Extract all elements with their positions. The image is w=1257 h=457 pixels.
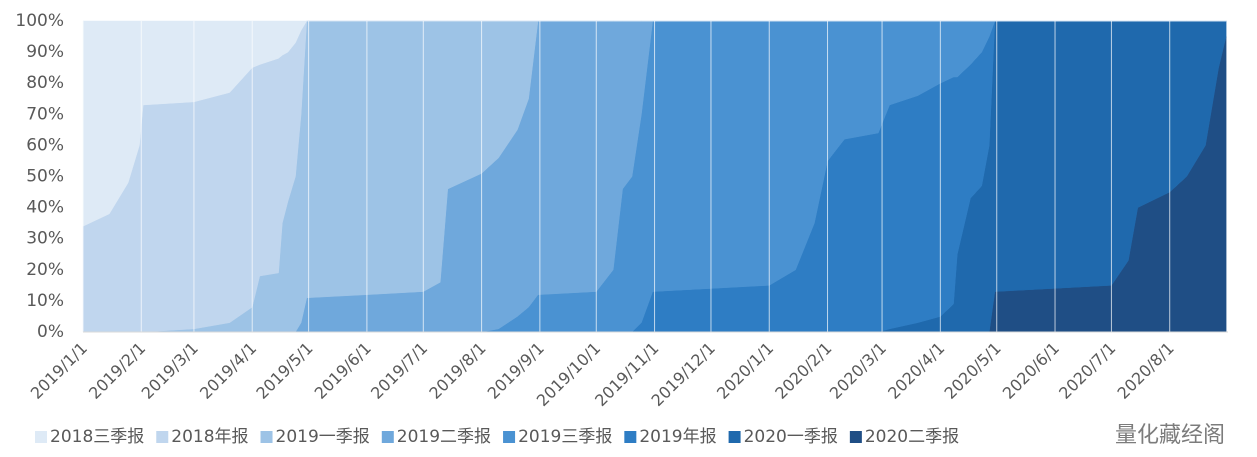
x-tick-label: 2020/2/1 xyxy=(771,339,835,403)
legend-label: 2019年报 xyxy=(639,427,716,447)
area xyxy=(82,20,1227,227)
legend-swatch xyxy=(503,431,516,443)
x-tick-label: 2020/3/1 xyxy=(826,339,890,403)
x-tick-label: 2019/3/1 xyxy=(138,339,202,403)
legend-label: 2018年报 xyxy=(171,427,248,447)
x-tick-label: 2020/4/1 xyxy=(884,339,948,403)
y-tick-label: 0% xyxy=(37,322,64,342)
x-tick-label: 2019/8/1 xyxy=(425,339,489,403)
x-tick-label: 2020/7/1 xyxy=(1055,339,1119,403)
legend-swatch xyxy=(381,431,394,443)
x-tick-label: 2019/7/1 xyxy=(367,339,431,403)
y-tick-label: 100% xyxy=(15,11,64,31)
x-tick-label: 2019/4/1 xyxy=(196,339,260,403)
legend-swatch xyxy=(260,431,273,443)
y-tick-label: 30% xyxy=(26,229,64,249)
y-tick-label: 80% xyxy=(26,73,64,93)
y-tick-label: 40% xyxy=(26,198,64,218)
x-tick-label: 2019/2/1 xyxy=(85,339,149,403)
watermark: 量化藏经阁 xyxy=(1115,423,1225,448)
y-tick-label: 70% xyxy=(26,104,64,124)
x-tick-label: 2019/1/1 xyxy=(27,339,91,403)
y-tick-label: 60% xyxy=(26,135,64,155)
x-tick-label: 2020/8/1 xyxy=(1113,339,1177,403)
legend-label: 2019一季报 xyxy=(276,427,370,447)
y-tick-label: 50% xyxy=(26,167,64,187)
x-tick-label: 2020/5/1 xyxy=(941,339,1005,403)
legend-swatch xyxy=(35,431,47,443)
legend-swatch xyxy=(849,431,862,443)
legend-swatch xyxy=(624,431,637,443)
y-tick-label: 10% xyxy=(26,291,64,311)
legend-swatch xyxy=(728,431,741,443)
x-tick-label: 2020/6/1 xyxy=(999,339,1063,403)
x-tick-label: 2020/1/1 xyxy=(713,339,777,403)
x-tick-label: 2019/6/1 xyxy=(311,339,375,403)
y-tick-label: 20% xyxy=(26,260,64,280)
legend-label: 2020二季报 xyxy=(865,427,959,447)
y-tick-label: 90% xyxy=(26,42,64,62)
legend-label: 2019二季报 xyxy=(397,427,491,447)
x-tick-label: 2019/5/1 xyxy=(252,339,316,403)
legend-label: 2020一季报 xyxy=(744,427,838,447)
legend-label: 2018三季报 xyxy=(50,427,144,447)
legend-swatch xyxy=(156,431,169,443)
legend-label: 2019三季报 xyxy=(518,427,612,447)
